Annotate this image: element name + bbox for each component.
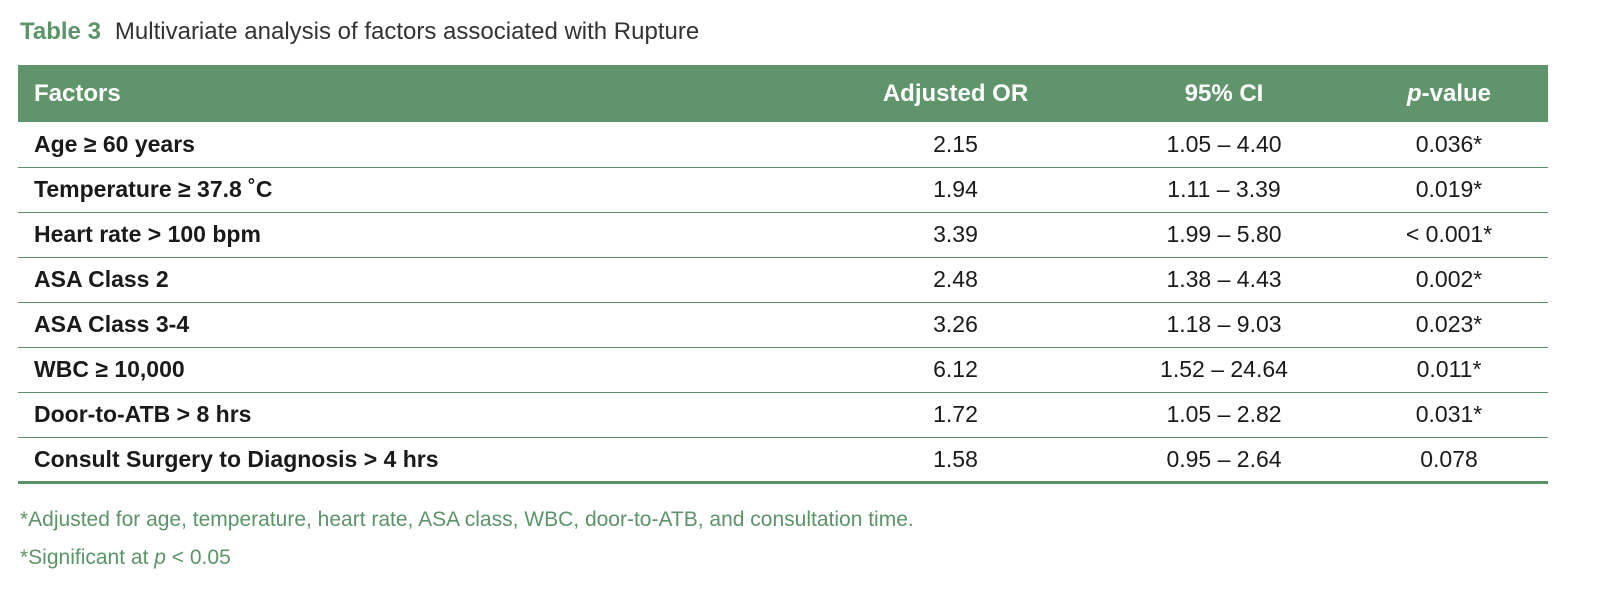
factor-cell: Temperature ≥ 37.8 ˚C [34, 176, 273, 202]
or-cell: 2.48 [933, 266, 978, 292]
header-adjusted-or: Adjusted OR [882, 79, 1029, 107]
p-cell: 0.002* [1415, 266, 1483, 292]
factor-cell: Consult Surgery to Diagnosis > 4 hrs [34, 445, 439, 472]
factor-cell: Age ≥ 60 years [34, 130, 195, 157]
ci-cell: 1.99 – 5.80 [1166, 221, 1282, 247]
results-table: Factors Adjusted OR 95% CI p-value Age ≥… [18, 65, 1548, 484]
table-header-row: Factors Adjusted OR 95% CI p-value [18, 65, 1548, 122]
factor-cell: ASA Class 3-4 [34, 311, 190, 337]
p-cell: 0.023* [1415, 311, 1483, 337]
header-p-italic: p [1406, 79, 1422, 107]
ci-cell: 1.11 – 3.39 [1167, 176, 1281, 202]
ci-cell: 1.18 – 9.03 [1166, 311, 1282, 337]
header-p-suffix: -value [1421, 79, 1492, 107]
factor-cell: WBC ≥ 10,000 [34, 356, 185, 382]
footnote-significance-p: p [154, 546, 166, 569]
caption-title: Multivariate analysis of factors associa… [114, 18, 700, 45]
table-caption: Table 3 Multivariate analysis of factors … [20, 17, 699, 47]
table-row: Temperature ≥ 37.8 ˚C 1.94 1.11 – 3.39 0… [18, 167, 1548, 212]
header-ci: 95% CI [1184, 79, 1264, 107]
ci-cell: 1.05 – 4.40 [1166, 130, 1282, 157]
footnote-significance-suffix: < 0.05 [165, 546, 231, 569]
p-cell: 0.011* [1416, 356, 1482, 382]
factor-cell: Heart rate > 100 bpm [34, 221, 261, 247]
table-row: ASA Class 3-4 3.26 1.18 – 9.03 0.023* [18, 302, 1548, 347]
header-p-value: p-value [1350, 65, 1548, 122]
or-cell: 1.94 [933, 176, 978, 202]
ci-cell: 0.95 – 2.64 [1166, 445, 1282, 472]
ci-cell: 1.38 – 4.43 [1166, 266, 1282, 292]
ci-cell: 1.52 – 24.64 [1160, 356, 1288, 382]
p-cell: < 0.001* [1405, 221, 1493, 247]
table-row: Consult Surgery to Diagnosis > 4 hrs 1.5… [18, 437, 1548, 482]
ci-cell: 1.05 – 2.82 [1166, 401, 1282, 427]
factor-cell: Door-to-ATB > 8 hrs [34, 401, 252, 427]
footnote-significance: *Significant at p < 0.05 [20, 546, 231, 570]
p-cell: 0.036* [1415, 130, 1483, 157]
or-cell: 3.26 [933, 311, 978, 337]
table-row: Heart rate > 100 bpm 3.39 1.99 – 5.80 < … [18, 212, 1548, 257]
footnote-adjusted: *Adjusted for age, temperature, heart ra… [20, 508, 914, 531]
footnote-significance-prefix: *Significant at [20, 546, 155, 569]
factor-cell: ASA Class 2 [34, 266, 169, 292]
table-row: ASA Class 2 2.48 1.38 – 4.43 0.002* [18, 257, 1548, 302]
caption-label: Table 3 [20, 18, 101, 45]
or-cell: 1.58 [933, 445, 978, 472]
table-row: Age ≥ 60 years 2.15 1.05 – 4.40 0.036* [18, 122, 1548, 167]
or-cell: 1.72 [933, 401, 978, 427]
or-cell: 2.15 [933, 130, 978, 157]
p-cell: 0.019* [1415, 176, 1483, 202]
table-row: WBC ≥ 10,000 6.12 1.52 – 24.64 0.011* [18, 347, 1548, 392]
p-cell: 0.031* [1415, 401, 1483, 427]
p-cell: 0.078 [1420, 445, 1478, 472]
or-cell: 6.12 [933, 356, 978, 382]
or-cell: 3.39 [933, 221, 978, 247]
table-row: Door-to-ATB > 8 hrs 1.72 1.05 – 2.82 0.0… [18, 392, 1548, 437]
header-factors: Factors [34, 79, 121, 107]
